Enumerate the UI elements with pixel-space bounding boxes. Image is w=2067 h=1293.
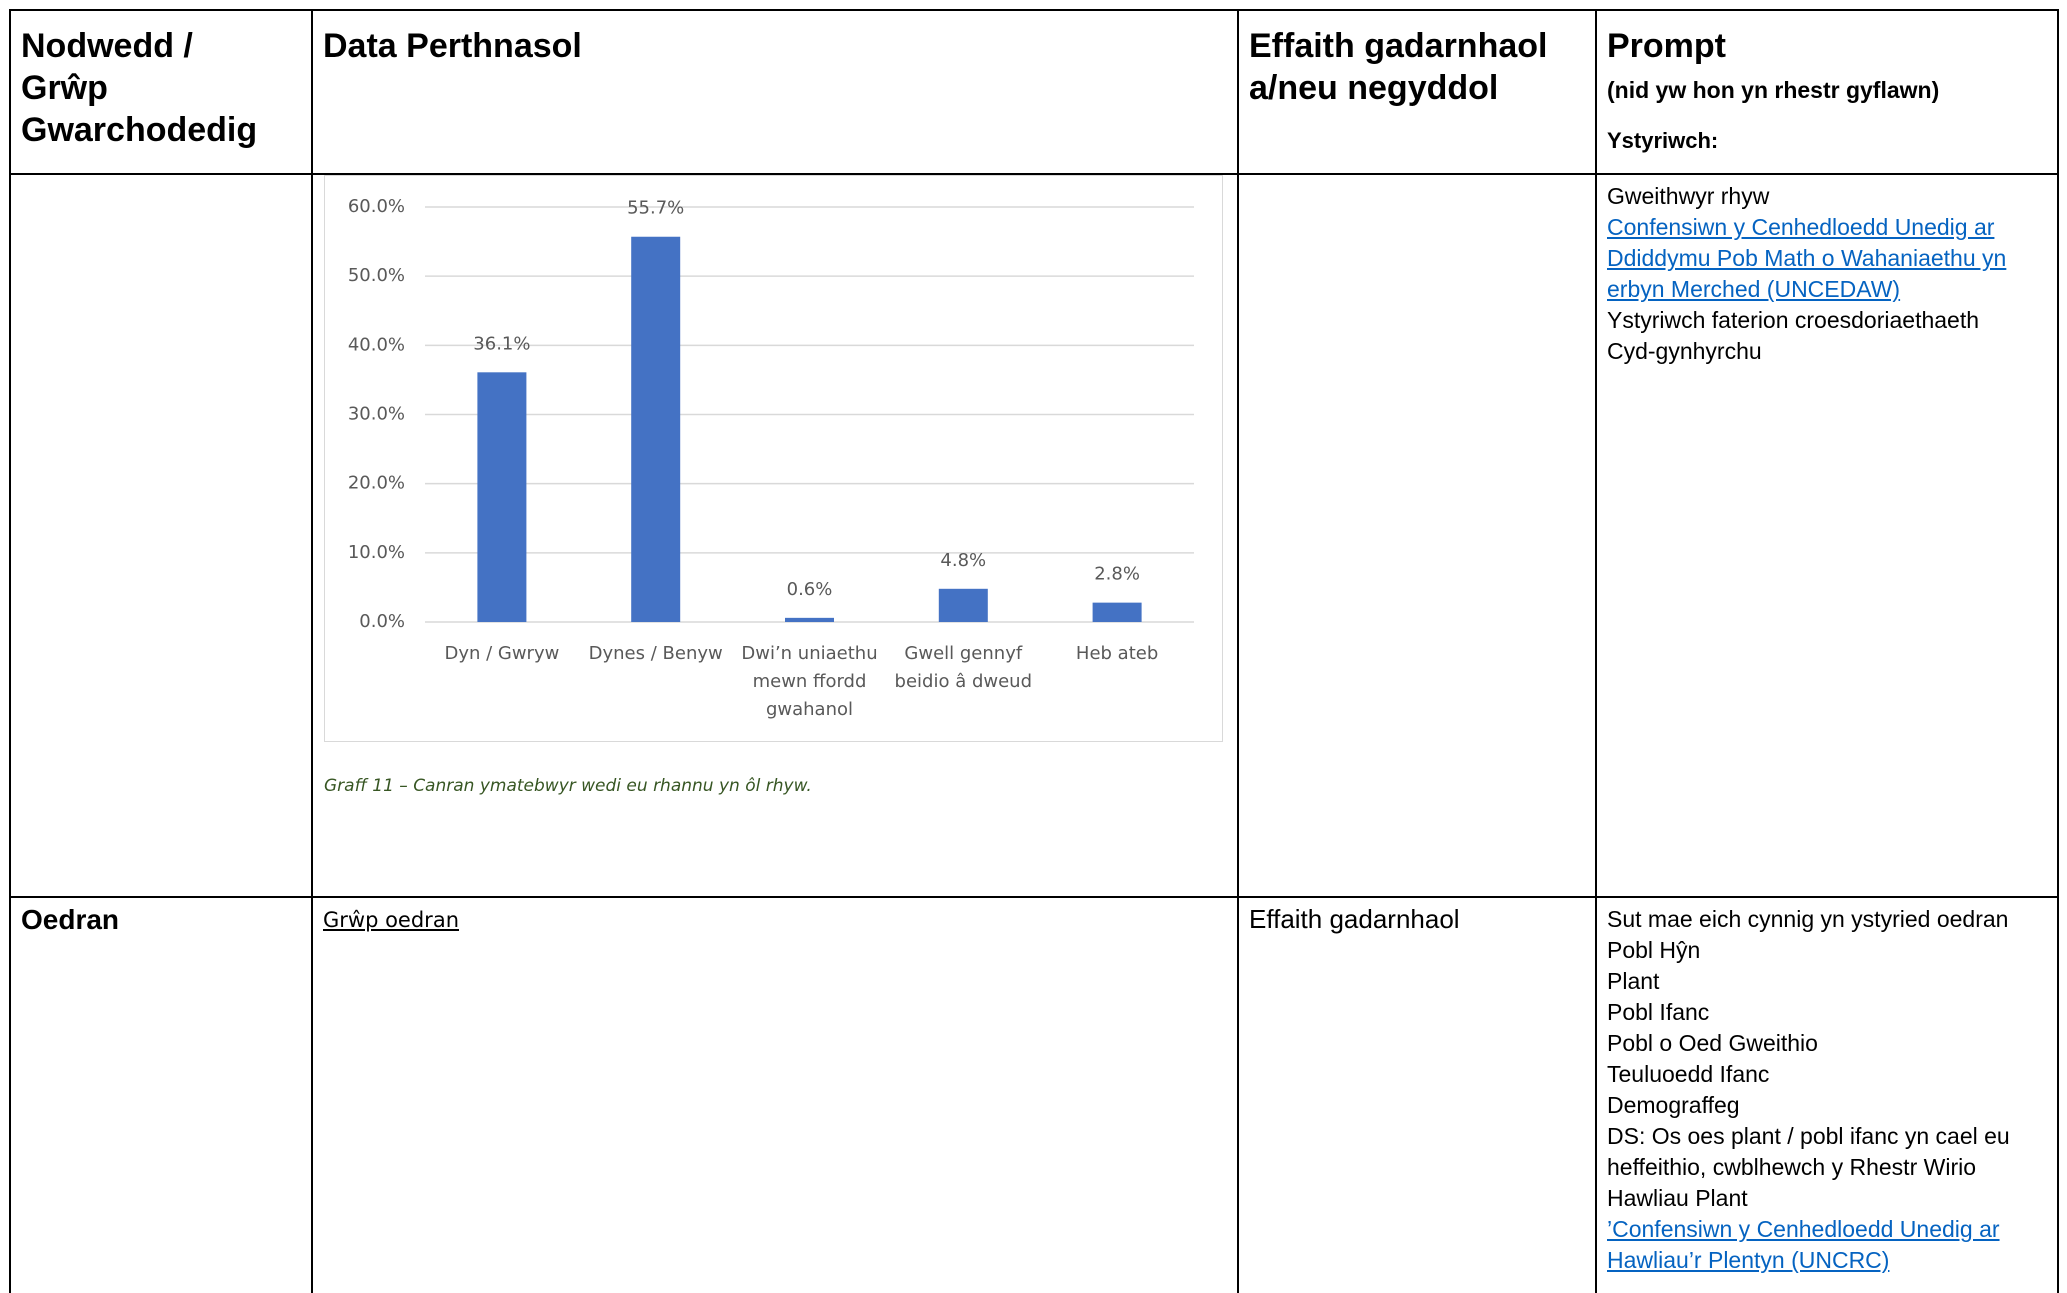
bar bbox=[785, 617, 834, 622]
prompt-line: Teuluoedd Ifanc bbox=[1607, 1061, 1770, 1087]
prompt-line: Pobl Hŷn bbox=[1607, 937, 1701, 963]
x-tick-label: Dyn / Gwryw bbox=[444, 643, 560, 664]
prompt-link[interactable]: ’Confensiwn y Cenhedloedd Unedig ar Hawl… bbox=[1607, 1216, 2000, 1273]
data-label: 4.8% bbox=[940, 550, 986, 571]
header-cell: Prompt (nid yw hon yn rhestr gyflawn) Ysty… bbox=[1595, 9, 2059, 175]
x-tick-label: Heb ateb bbox=[1075, 643, 1159, 664]
caption: Graff 11 – Canran ymatebwyr wedi eu rhan… bbox=[324, 776, 812, 796]
header-text: Effaith gadarnhaol a/neu negyddol bbox=[1249, 27, 1548, 107]
prompt-line: Sut mae eich cynnig yn ystyried oedran bbox=[1607, 906, 2009, 932]
y-tick-label: 60.0% bbox=[348, 196, 405, 217]
cell: Sut mae eich cynnig yn ystyried oedran Po… bbox=[1595, 896, 2059, 1293]
y-tick-label: 50.0% bbox=[348, 265, 405, 286]
bar bbox=[477, 372, 527, 622]
header-cell: Data Perthnasol bbox=[311, 9, 1239, 175]
header-text: Nodwedd / Grŵp Gwarchodedig bbox=[21, 27, 258, 149]
cell: Grŵp oedran bbox=[311, 896, 1239, 1293]
prompt-link[interactable]: Confensiwn y Cenhedloedd Unedig ar Ddidd… bbox=[1607, 214, 2007, 302]
header-row: Nodwedd / Grŵp Gwarchodedig Data Perthna… bbox=[9, 9, 2059, 175]
y-tick-label: 10.0% bbox=[348, 542, 405, 563]
cell: Effaith gadarnhaol bbox=[1237, 896, 1597, 1293]
cell: Oedran bbox=[9, 896, 313, 1293]
bar bbox=[938, 588, 988, 622]
header-consider: Ystyriwch: bbox=[1607, 128, 1719, 153]
x-tick-label: Gwell gennyf beidio â dweud bbox=[894, 643, 1033, 692]
y-tick-label: 40.0% bbox=[348, 334, 405, 355]
data-label: 55.7% bbox=[627, 198, 684, 219]
y-tick-label: 0.0% bbox=[359, 611, 405, 632]
prompt-line: Demograffeg bbox=[1607, 1092, 1740, 1118]
prompt-line: Ystyriwch faterion croesdoriaethaeth bbox=[1607, 307, 1980, 333]
y-tick-label: 30.0% bbox=[348, 404, 405, 425]
prompt-line: Plant bbox=[1607, 968, 1660, 994]
prompt-line: Pobl Ifanc bbox=[1607, 999, 1710, 1025]
prompt-list: Gweithwyr rhyw Confensiwn y Cenhedloedd U… bbox=[1607, 181, 2047, 367]
cell bbox=[9, 173, 313, 898]
header-cell: Nodwedd / Grŵp Gwarchodedig bbox=[9, 9, 313, 175]
cell: Gweithwyr rhyw Confensiwn y Cenhedloedd U… bbox=[1595, 173, 2059, 898]
row: Gweithwyr rhyw Confensiwn y Cenhedloedd U… bbox=[9, 173, 2059, 898]
data-text: Grŵp oedran bbox=[323, 908, 459, 932]
x-tick-label: Dwi’n uniaethu mewn ffordd gwahanol bbox=[741, 643, 878, 720]
y-tick-label: 20.0% bbox=[348, 473, 405, 494]
table: Nodwedd / Grŵp Gwarchodedig Data Perthna… bbox=[9, 9, 2059, 1293]
data-label: 0.6% bbox=[787, 579, 833, 600]
characteristic: Oedran bbox=[21, 904, 120, 935]
prompt-line: Cyd-gynhyrchu bbox=[1607, 338, 1762, 364]
prompt-line: Pobl o Oed Gweithio bbox=[1607, 1030, 1818, 1056]
bar bbox=[1092, 602, 1142, 622]
cell bbox=[311, 173, 1239, 898]
prompt-line: DS: Os oes plant / pobl ifanc yn cael eu… bbox=[1607, 1123, 2010, 1211]
data-label: 2.8% bbox=[1094, 564, 1140, 585]
header-note: (nid yw hon yn rhestr gyflawn) bbox=[1607, 77, 1940, 103]
prompt-line: Gweithwyr rhyw bbox=[1607, 183, 1770, 209]
chart-svg: 0.0% 10.0% 20.0% 30.0% 40.0% 50.0% 60.0% 36.1% 5… bbox=[348, 196, 1194, 632]
cell bbox=[1237, 173, 1597, 898]
header-text: Prompt bbox=[1607, 27, 1726, 65]
x-tick-label: Dynes / Benyw bbox=[588, 643, 723, 664]
row: Oedran Grŵp oedran Effaith gadarnhaol Su… bbox=[9, 896, 2059, 1293]
header-text: Data Perthnasol bbox=[323, 27, 582, 65]
chart: 0.0% 10.0% 20.0% 30.0% 40.0% 50.0% 60.0% 36.1% 5… bbox=[324, 175, 1223, 742]
header-cell: Effaith gadarnhaol a/neu negyddol bbox=[1237, 9, 1597, 175]
impact: Effaith gadarnhaol bbox=[1249, 904, 1460, 934]
prompt-list: Sut mae eich cynnig yn ystyried oedran Po… bbox=[1607, 904, 2047, 1276]
data-label: 36.1% bbox=[473, 333, 530, 354]
bar bbox=[631, 236, 681, 622]
